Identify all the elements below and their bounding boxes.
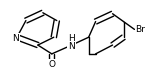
Text: Br: Br — [135, 25, 145, 34]
Text: N: N — [68, 42, 75, 51]
Text: N: N — [13, 34, 19, 43]
Text: H: H — [68, 34, 75, 43]
Text: O: O — [48, 60, 55, 69]
